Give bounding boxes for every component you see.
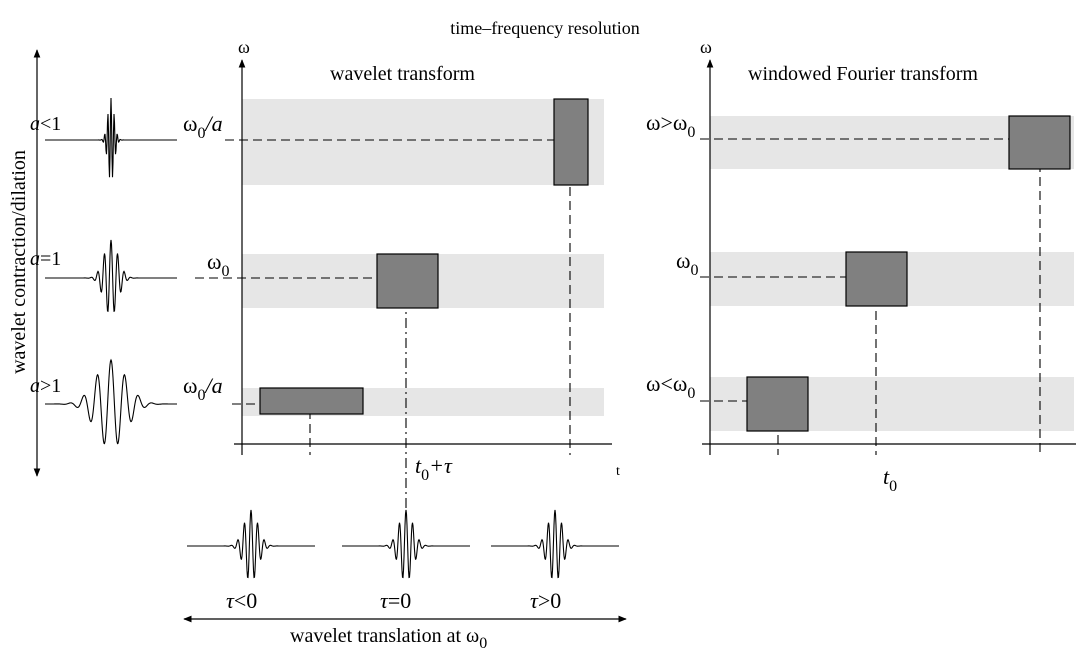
wavelet-x-axis-symbol: t	[616, 464, 620, 479]
wavelet-translated-negative	[187, 509, 315, 579]
wavelet-translated-zero	[342, 509, 470, 579]
wavelet-row-label-mid: ω0	[207, 249, 229, 280]
fourier-box-mid	[845, 251, 908, 307]
wavelet-contracted	[45, 97, 177, 178]
translation-label-zero: τ=0	[380, 588, 411, 613]
fourier-time-label: t0	[883, 464, 897, 495]
fourier-row-label-mid: ω0	[676, 248, 698, 279]
wavelet-box-low	[259, 387, 364, 415]
wavelet-box-high	[553, 98, 589, 186]
fourier-box-high	[1008, 115, 1071, 170]
fourier-y-axis-symbol: ω	[700, 37, 712, 57]
fourier-panel-title: windowed Fourier transform	[748, 63, 978, 85]
scale-label-a-lt-1: a<1	[30, 113, 61, 135]
wavelet-transform-panel: ω t wavelet transform ω0/a ω0 ω0/a t0+τ	[183, 37, 620, 515]
wavelet-normal	[45, 239, 177, 313]
wavelet-panel-title: wavelet transform	[330, 63, 475, 85]
translation-label-positive: τ>0	[530, 588, 561, 613]
wavelet-time-label: t0+τ	[415, 453, 453, 484]
fourier-box-low	[746, 376, 809, 432]
translation-label-negative: τ<0	[226, 588, 257, 613]
wavelet-box-mid	[376, 253, 439, 309]
wavelet-y-axis-symbol: ω	[238, 37, 250, 57]
wavelet-translated-positive	[491, 509, 619, 579]
wavelet-row-label-low: ω0/a	[183, 373, 223, 404]
fourier-transform-panel: ω windowed Fourier transform ω>ω0 ω0 ω<ω…	[646, 37, 1076, 495]
wavelet-row-label-high: ω0/a	[183, 111, 223, 142]
figure-title: time–frequency resolution	[450, 18, 639, 38]
scale-label-a-gt-1: a>1	[30, 375, 61, 397]
scale-label-a-eq-1: a=1	[30, 248, 61, 270]
wavelet-dilated	[45, 358, 177, 445]
contraction-dilation-label: wavelet contraction/dilation	[8, 150, 30, 374]
wavelet-band-high	[242, 99, 604, 185]
fourier-row-label-high: ω>ω0	[646, 110, 695, 141]
fourier-row-label-low: ω<ω0	[646, 371, 695, 402]
translation-axis-label: wavelet translation at ω0	[290, 625, 487, 652]
